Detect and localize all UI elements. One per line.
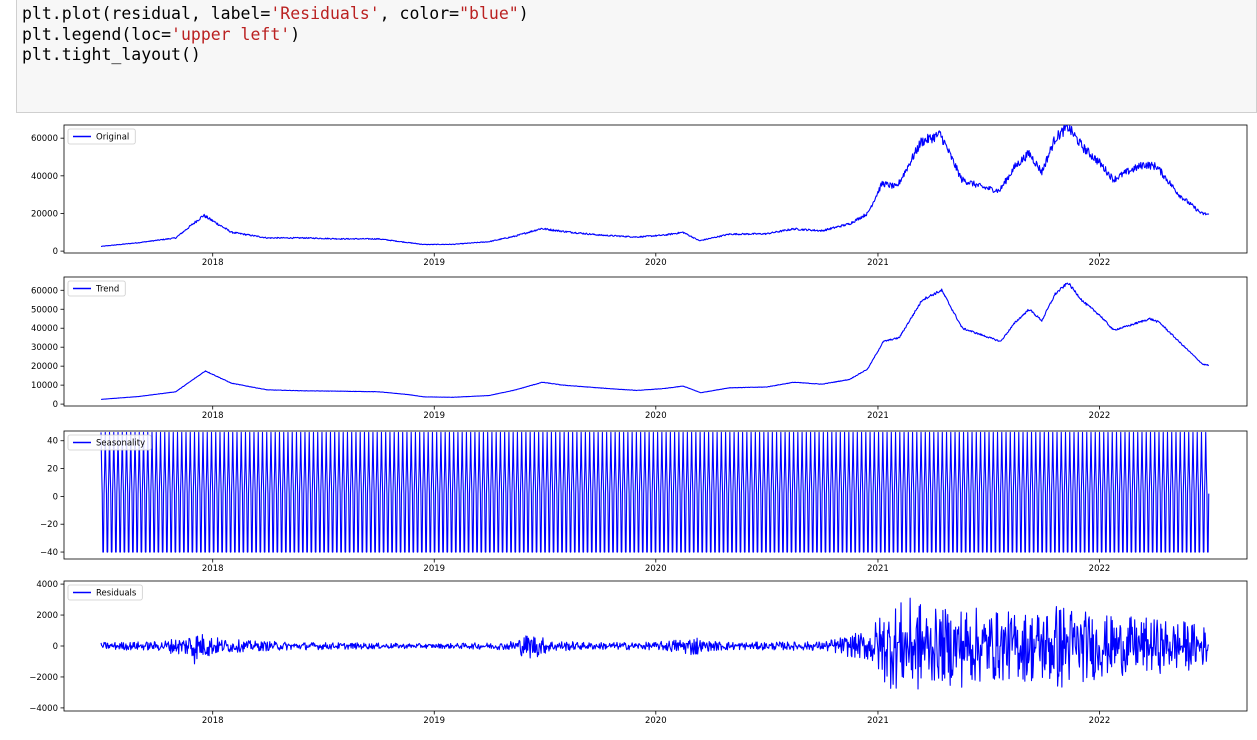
y-tick-label: 0: [53, 642, 58, 652]
x-tick-label: 2022: [1089, 411, 1111, 421]
code-editor[interactable]: plt.plot(residual, label='Residuals', co…: [17, 0, 1256, 66]
axes-frame: [63, 276, 1248, 407]
code-line: plt.legend(loc='upper left'): [22, 25, 1256, 46]
series-line-original: [100, 125, 1210, 247]
y-tick-label: 50000: [31, 305, 58, 315]
x-tick-label: 2018: [202, 564, 224, 574]
x-tick-label: 2021: [867, 258, 889, 268]
legend-label: Residuals: [96, 589, 137, 599]
y-tick-label: 20000: [31, 209, 58, 219]
code-token: ): [290, 24, 301, 44]
string-token: 'upper left': [171, 24, 291, 44]
y-tick-label: 40000: [31, 172, 58, 182]
x-tick-label: 2022: [1089, 716, 1111, 726]
y-tick-label: 20000: [31, 362, 58, 372]
y-tick-label: 0: [53, 400, 58, 410]
y-tick-label: 40: [47, 437, 58, 447]
code-token: , color=: [379, 4, 460, 23]
subplot-trend: 2018 2019 2020 2021 2022 0 10000 20000 30000 4000…: [31, 276, 1248, 421]
code-token: plt.plot(residual, label=: [22, 4, 271, 23]
axes-frame: [63, 124, 1248, 254]
subplot-original: 2018 2019 2020 2021 2022 0 20000 40000 60000 Orig…: [31, 124, 1248, 268]
y-tick-label: 60000: [31, 286, 58, 296]
y-tick-label: 40000: [31, 324, 58, 334]
y-tick-label: 0: [53, 247, 58, 257]
y-tick-label: −2000: [29, 673, 58, 683]
y-tick-label: −4000: [29, 704, 58, 714]
x-tick-label: 2018: [202, 716, 224, 726]
x-tick-label: 2022: [1089, 564, 1111, 574]
legend: Trend: [67, 280, 126, 297]
legend-box: [67, 584, 143, 601]
code-line: plt.plot(residual, label='Residuals', co…: [22, 4, 1256, 25]
y-tick-label: 0: [53, 492, 58, 502]
code-token: plt.tight_layout(): [22, 45, 201, 64]
subplot-residuals: 2018 2019 2020 2021 2022 4000 2000 0 −2000 −4000 R…: [29, 580, 1248, 726]
y-tick-label: 2000: [36, 611, 58, 621]
legend-box: [67, 128, 136, 145]
code-cell[interactable]: plt.plot(residual, label='Residuals', co…: [16, 0, 1257, 113]
code-line: plt.tight_layout(): [22, 45, 1256, 66]
x-tick-label: 2020: [645, 258, 667, 268]
x-tick-label: 2021: [867, 411, 889, 421]
x-tick-label: 2019: [423, 716, 445, 726]
x-tick-label: 2019: [423, 564, 445, 574]
y-tick-label: 4000: [36, 580, 58, 590]
legend-box: [67, 434, 152, 451]
x-tick-label: 2018: [202, 258, 224, 268]
legend: Seasonality: [67, 434, 152, 451]
x-tick-label: 2022: [1089, 258, 1111, 268]
y-tick-label: −20: [40, 520, 58, 530]
x-tick-label: 2020: [645, 716, 667, 726]
series-line-seasonality: [100, 431, 1210, 553]
code-token: ): [518, 4, 529, 23]
y-tick-label: 60000: [31, 134, 58, 144]
series-line-residuals: [100, 597, 1210, 690]
legend-label: Seasonality: [96, 439, 145, 449]
legend: Residuals: [67, 584, 143, 601]
x-tick-label: 2019: [423, 258, 445, 268]
legend: Original: [67, 128, 136, 145]
string-token: 'Residuals': [270, 4, 380, 23]
y-tick-label: 10000: [31, 381, 58, 391]
x-tick-label: 2021: [867, 716, 889, 726]
y-tick-label: −40: [40, 548, 58, 558]
y-tick-label: 20: [47, 465, 58, 475]
code-token: plt.legend(loc=: [22, 24, 172, 44]
x-tick-label: 2021: [867, 564, 889, 574]
x-tick-label: 2019: [423, 411, 445, 421]
legend-label: Original: [96, 133, 129, 143]
subplot-seasonality: 2018 2019 2020 2021 2022 40 20 0 −20 −40 Seasonali…: [40, 430, 1248, 574]
string-token: "blue": [459, 4, 519, 23]
series-line-trend: [100, 282, 1210, 400]
legend-label: Trend: [95, 285, 119, 295]
x-tick-label: 2020: [645, 564, 667, 574]
x-tick-label: 2018: [202, 411, 224, 421]
y-tick-label: 30000: [31, 343, 58, 353]
x-tick-label: 2020: [645, 411, 667, 421]
legend-box: [67, 280, 126, 297]
